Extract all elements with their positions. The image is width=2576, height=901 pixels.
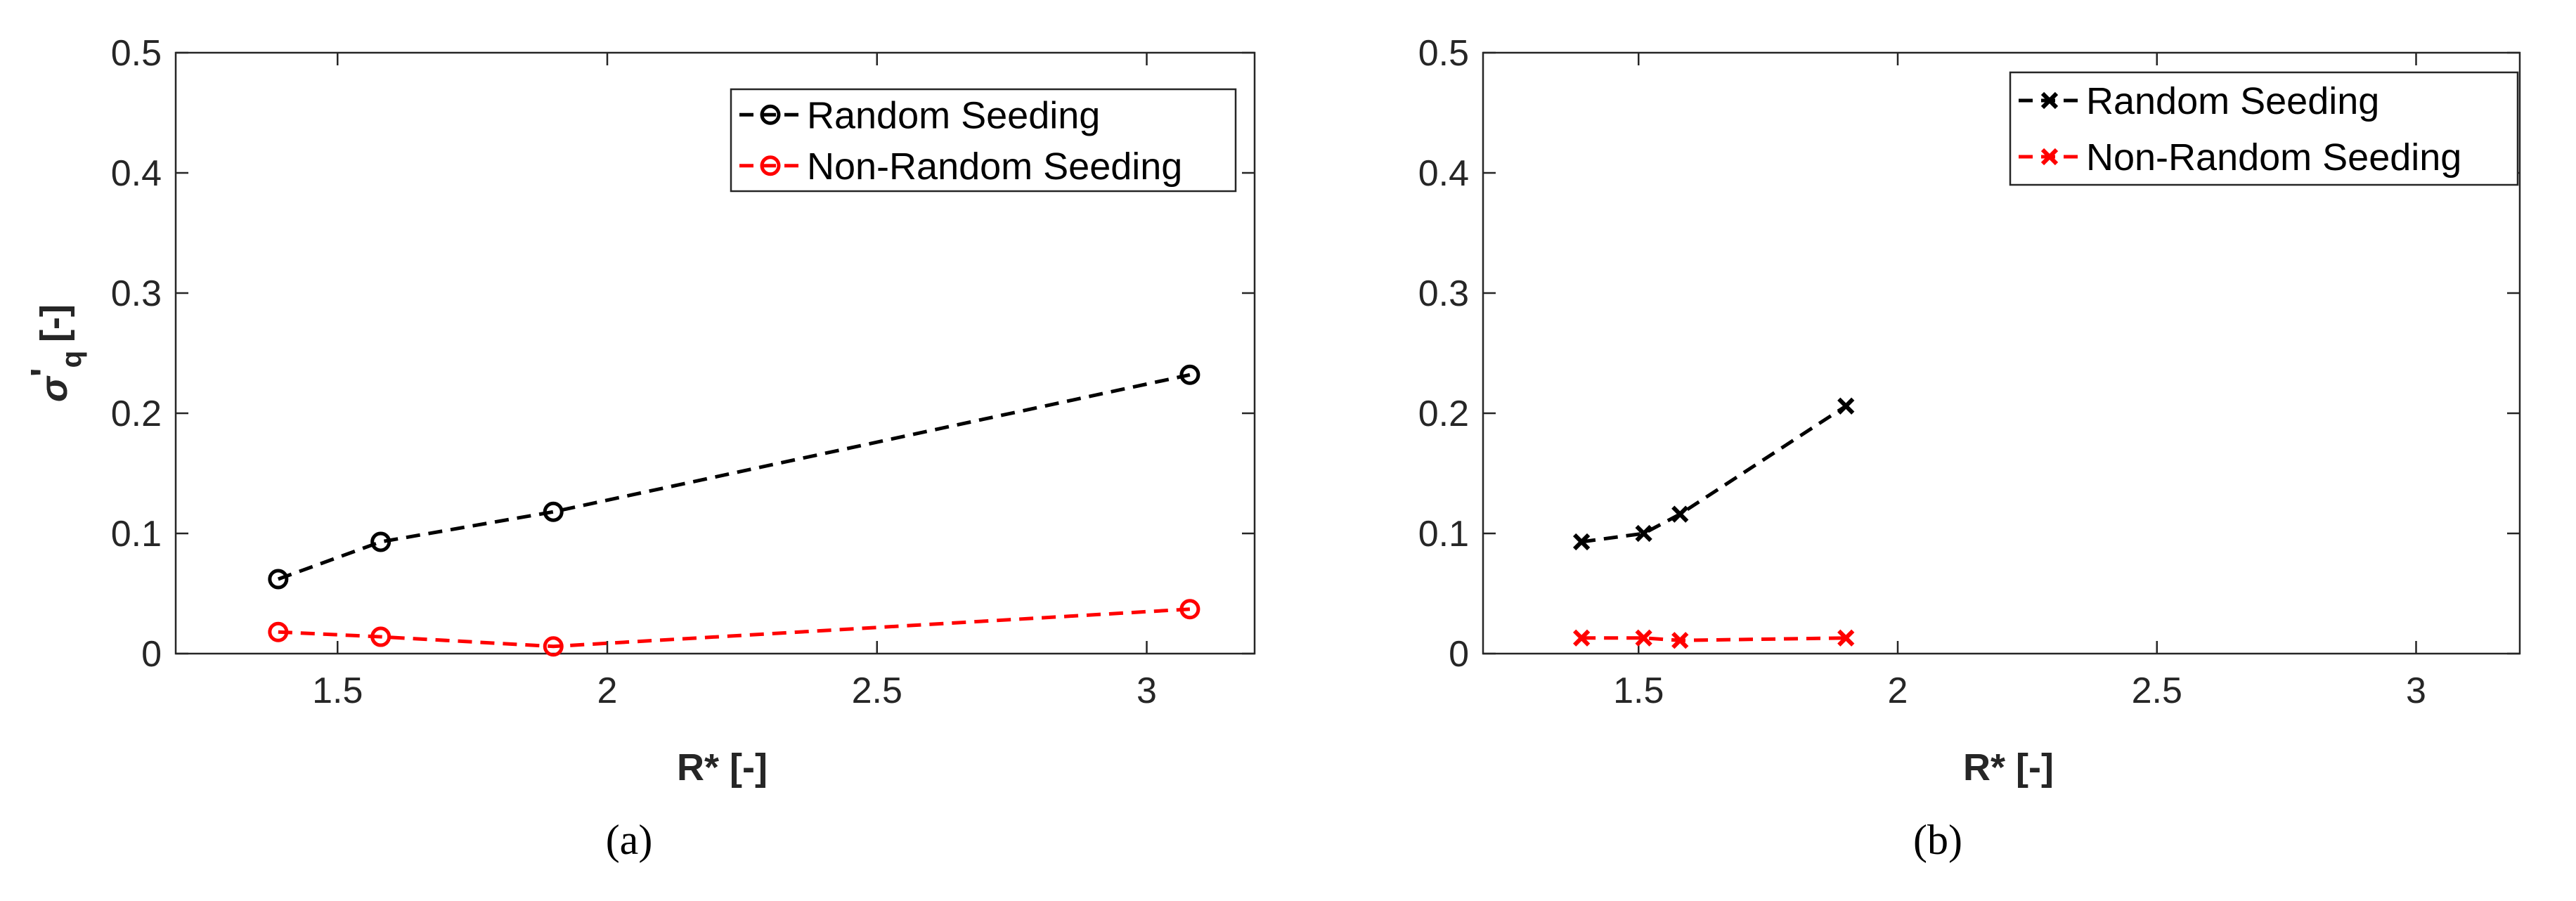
y-tick-label: 0.5 <box>111 33 162 74</box>
legend-label: Non-Random Seeding <box>807 145 1182 188</box>
marker-x <box>1837 629 1855 647</box>
y-axis-unit: [-] <box>33 304 75 342</box>
series-line <box>1581 636 1846 642</box>
marker-x <box>1635 629 1652 647</box>
y-tick-label: 0 <box>1449 634 1469 675</box>
marker-x <box>2040 91 2059 110</box>
marker-circle <box>1179 599 1200 620</box>
legend-item: Non-Random Seeding <box>739 145 1182 188</box>
y-tick-label: 0.1 <box>111 514 162 555</box>
marker-x <box>1573 629 1591 647</box>
y-tick-label: 0.3 <box>111 273 162 314</box>
legend-item: Random Seeding <box>2019 80 2379 122</box>
marker-x <box>1635 524 1652 543</box>
x-tick-label: 1.5 <box>312 670 363 711</box>
y-tick-label: 0.4 <box>111 153 162 194</box>
y-axis-prime: ' <box>23 368 65 377</box>
x-tick-label: 2.5 <box>2132 670 2182 711</box>
legend-label: Random Seeding <box>807 94 1100 136</box>
series-line <box>278 607 1191 649</box>
marker-circle <box>268 621 289 642</box>
y-axis-unit: [-] <box>33 304 75 342</box>
x-axis-title: R* [-] <box>1963 746 2054 789</box>
panel-a: 0 0.1 0.2 0.3 0.4 0.5 1.5 2 2.5 3 R* [-] σ'q [-] Rand… <box>23 33 1256 863</box>
y-tick-label: 0.2 <box>111 394 162 434</box>
marker-x <box>1837 397 1855 415</box>
marker-x <box>1671 632 1689 649</box>
marker-circle <box>370 531 391 552</box>
x-tick-label: 2 <box>1888 670 1908 711</box>
legend-item: Random Seeding <box>739 94 1100 136</box>
x-tick-label: 2 <box>597 670 618 711</box>
legend-item: Non-Random Seeding <box>2019 136 2461 179</box>
marker-circle <box>1179 364 1200 385</box>
y-tick-label: 0.3 <box>1418 273 1469 314</box>
y-tick-label: 0.4 <box>1418 153 1469 194</box>
panel-b: 0 0.1 0.2 0.3 0.4 0.5 1.5 2 2.5 3 R* [-] σ'q [-] Rand… <box>23 33 2521 863</box>
legend: Random Seeding Non-Random Seeding <box>730 88 1237 193</box>
y-axis-title: σ'q [-] <box>23 304 87 402</box>
y-axis-symbol: σ <box>33 375 75 402</box>
series-0 <box>268 364 1200 590</box>
y-tick-label: 0.1 <box>1418 514 1469 555</box>
legend-box <box>2009 71 2519 186</box>
series-1 <box>268 599 1200 657</box>
marker-circle <box>268 569 289 590</box>
legend: Random Seeding Non-Random Seeding <box>2009 71 2519 186</box>
series-line <box>1581 404 1847 544</box>
marker-x <box>2040 148 2059 166</box>
x-tick-label: 2.5 <box>852 670 902 711</box>
y-axis-subscript: q <box>56 351 87 368</box>
marker-circle <box>370 626 391 647</box>
x-tick-label: 3 <box>2406 670 2426 711</box>
legend-box <box>730 88 1237 193</box>
legend-label: Non-Random Seeding <box>2086 136 2461 179</box>
y-axis-subscript: q <box>56 351 87 368</box>
marker-circle <box>760 104 781 125</box>
marker-circle <box>543 501 564 522</box>
x-tick-label: 3 <box>1137 670 1157 711</box>
series-1 <box>1573 629 1855 649</box>
y-axis-symbol: σ <box>33 375 75 402</box>
panel-caption: (a) <box>606 817 653 863</box>
marker-circle <box>543 636 564 657</box>
series-0 <box>1573 397 1855 551</box>
series-line <box>277 372 1191 581</box>
x-axis-title: R* [-] <box>677 746 768 789</box>
y-axis-title: σ'q [-] <box>23 304 87 402</box>
marker-circle <box>760 155 781 176</box>
y-tick-label: 0.5 <box>1418 33 1469 74</box>
y-tick-label: 0 <box>141 634 162 675</box>
panel-caption: (b) <box>1913 817 1962 863</box>
marker-x <box>1573 533 1591 551</box>
y-axis-prime: ' <box>23 368 65 377</box>
marker-x <box>1671 505 1689 523</box>
x-tick-label: 1.5 <box>1613 670 1664 711</box>
y-tick-label: 0.2 <box>1418 394 1469 434</box>
legend-label: Random Seeding <box>2086 80 2379 122</box>
